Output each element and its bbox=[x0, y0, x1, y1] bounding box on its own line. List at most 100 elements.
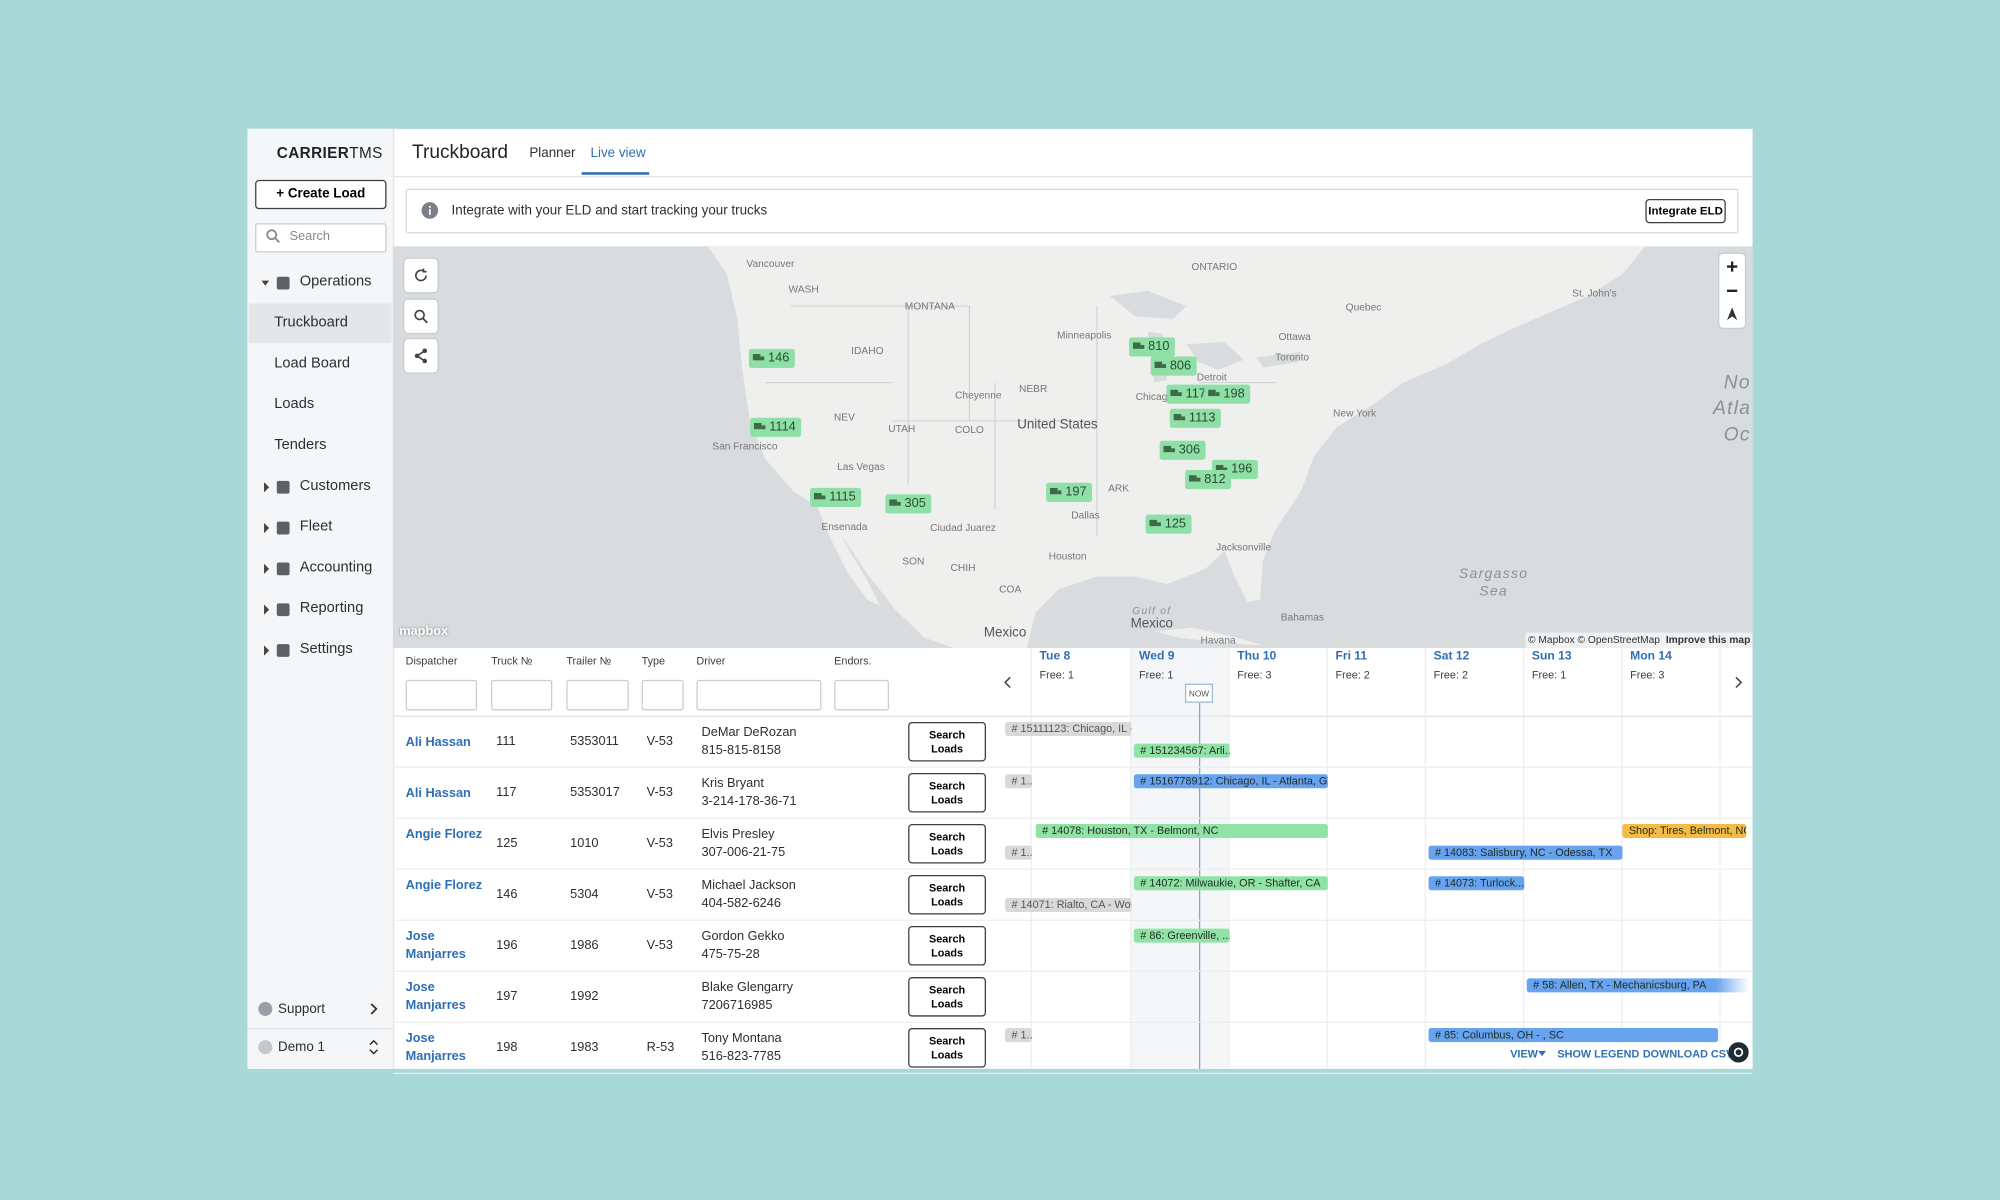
truck-icon bbox=[1188, 475, 1201, 482]
search-loads-button[interactable]: Search Loads bbox=[908, 823, 986, 864]
dispatcher-link[interactable]: Jose Manjarres bbox=[405, 929, 466, 962]
map-button[interactable] bbox=[404, 339, 438, 373]
icon bbox=[813, 492, 822, 500]
truck-number: 111 bbox=[496, 734, 516, 749]
map-button[interactable] bbox=[404, 299, 438, 333]
map-attribution-bg bbox=[1525, 632, 1753, 648]
dispatcher-link[interactable]: Angie Florez bbox=[405, 878, 483, 893]
trailer-number: 1986 bbox=[570, 938, 599, 953]
view-menu[interactable]: VIEW bbox=[1510, 1047, 1538, 1060]
truck-marker[interactable]: 125 bbox=[1145, 514, 1192, 534]
nav-subitem[interactable]: Tenders bbox=[274, 437, 327, 453]
truck-marker[interactable]: 812 bbox=[1185, 470, 1231, 490]
truck-marker[interactable]: 198 bbox=[1204, 384, 1250, 404]
truck-marker[interactable]: 117 bbox=[1166, 384, 1212, 404]
icon bbox=[752, 353, 761, 361]
search-loads-button[interactable]: Search Loads bbox=[908, 874, 986, 915]
filter-input[interactable] bbox=[405, 679, 478, 711]
driver-phone: 7206716985 bbox=[701, 998, 773, 1013]
filter-input[interactable] bbox=[834, 679, 890, 711]
search-loads-button[interactable]: Search Loads bbox=[908, 977, 986, 1017]
improve-map-link[interactable]: Improve this map bbox=[1665, 633, 1751, 646]
account-switcher[interactable]: Demo 1 bbox=[278, 1039, 325, 1055]
now-badge: NOW bbox=[1184, 683, 1214, 703]
load-bar[interactable]: # 1... bbox=[1005, 774, 1032, 789]
icon bbox=[1181, 416, 1186, 421]
load-bar[interactable]: # 1... bbox=[1005, 845, 1032, 860]
icon bbox=[1154, 361, 1163, 368]
integrate-eld-button[interactable]: Integrate ELD bbox=[1645, 198, 1726, 224]
dispatcher-link[interactable]: Ali Hassan bbox=[405, 786, 471, 802]
download-csv-button[interactable]: DOWNLOAD CSV bbox=[1642, 1047, 1734, 1060]
tab[interactable]: Planner bbox=[529, 145, 576, 161]
truck-marker[interactable]: 1115 bbox=[810, 487, 861, 508]
filter-input[interactable] bbox=[696, 679, 822, 711]
search-input[interactable] bbox=[255, 223, 387, 253]
icon bbox=[276, 276, 290, 290]
icon bbox=[258, 1001, 273, 1016]
icon bbox=[422, 358, 428, 364]
search-loads-button[interactable]: Search Loads bbox=[908, 721, 986, 762]
nav-subitem[interactable]: Loads bbox=[274, 396, 315, 412]
updown bbox=[369, 1039, 379, 1055]
tab-active[interactable]: Live view bbox=[590, 145, 646, 161]
icon bbox=[1215, 392, 1220, 397]
driver-name: Elvis Presley bbox=[701, 827, 775, 842]
truck-marker[interactable]: 1113 bbox=[1169, 408, 1221, 428]
load-bar[interactable]: # 14071: Rialto, CA - Woo... bbox=[1005, 897, 1132, 912]
truck-marker[interactable]: 197 bbox=[1046, 482, 1092, 502]
show-legend-button[interactable]: SHOW LEGEND bbox=[1557, 1047, 1640, 1060]
nav-subitem[interactable]: Load Board bbox=[274, 355, 351, 372]
load-bar[interactable]: # 58: Allen, TX - Mechanicsburg, PA bbox=[1526, 978, 1749, 993]
nav-item[interactable]: Operations bbox=[299, 274, 372, 290]
truck-marker[interactable]: 1114 bbox=[750, 417, 801, 437]
icon bbox=[1163, 445, 1172, 453]
load-bar[interactable]: # 86: Greenville, ... bbox=[1133, 928, 1230, 943]
icon bbox=[1132, 342, 1141, 349]
dispatcher-link[interactable]: Jose Manjarres bbox=[405, 1031, 466, 1064]
load-bar[interactable]: # 15111123: Chicago, IL - ... bbox=[1005, 721, 1132, 736]
truck-marker[interactable]: 146 bbox=[748, 348, 795, 368]
truck-marker[interactable]: 806 bbox=[1150, 356, 1197, 376]
day-free: Free: 1 bbox=[1531, 668, 1567, 682]
nav-item[interactable]: Reporting bbox=[299, 600, 364, 617]
map-label: Sargasso bbox=[1458, 566, 1529, 582]
load-bar[interactable]: # 151234567: Arli... bbox=[1133, 743, 1230, 758]
filter-input[interactable] bbox=[491, 679, 553, 711]
load-bar[interactable]: # 14078: Houston, TX - Belmont, NC bbox=[1035, 823, 1328, 839]
nav-item[interactable]: Accounting bbox=[299, 559, 373, 576]
map-button[interactable] bbox=[404, 258, 438, 293]
nav-item[interactable]: Customers bbox=[299, 478, 371, 494]
filter-input[interactable] bbox=[566, 679, 629, 711]
dispatcher-link[interactable]: Ali Hassan bbox=[405, 735, 471, 750]
nav-item[interactable]: Settings bbox=[299, 641, 353, 657]
driver-phone: 404-582-6246 bbox=[701, 896, 781, 911]
search-loads-button[interactable]: Search Loads bbox=[908, 926, 986, 966]
map-label: United States bbox=[1017, 417, 1098, 433]
nav-item[interactable]: Fleet bbox=[299, 519, 333, 535]
search-loads-button[interactable]: Search Loads bbox=[908, 1028, 986, 1068]
truck-icon bbox=[753, 422, 766, 430]
truck-marker[interactable]: 810 bbox=[1129, 337, 1175, 357]
filter-input[interactable] bbox=[641, 679, 684, 711]
banner-text: Integrate with your ELD and start tracki… bbox=[451, 202, 768, 219]
nav-icon bbox=[264, 480, 290, 494]
load-bar[interactable]: Shop: Tires, Belmont, NC bbox=[1622, 823, 1747, 839]
load-bar[interactable]: # 85: Columbus, OH - , SC bbox=[1428, 1028, 1719, 1043]
create-load-button[interactable]: + Create Load bbox=[255, 179, 387, 210]
dispatcher-link[interactable]: Jose Manjarres bbox=[405, 980, 466, 1013]
lake bbox=[1109, 290, 1187, 319]
load-bar[interactable]: # 1516778912: Chicago, IL - Atlanta, GA bbox=[1133, 774, 1328, 789]
search-loads-button[interactable]: Search Loads bbox=[908, 772, 986, 813]
truck-marker[interactable]: 305 bbox=[885, 494, 931, 514]
support-link[interactable]: Support bbox=[278, 1001, 325, 1017]
load-bar[interactable]: # 14083: Salisbury, NC - Odessa, TX bbox=[1428, 845, 1623, 860]
column-header: Dispatcher bbox=[405, 654, 458, 668]
nav-subitem[interactable]: Truckboard bbox=[274, 315, 348, 331]
truck-marker[interactable]: 306 bbox=[1159, 440, 1206, 460]
dispatcher-link[interactable]: Angie Florez bbox=[405, 827, 483, 842]
load-bar[interactable]: # 14073: Turlock... bbox=[1428, 876, 1525, 891]
load-bar[interactable]: # 14072: Milwaukie, OR - Shafter, CA bbox=[1133, 876, 1328, 891]
day-free: Free: 1 bbox=[1039, 668, 1074, 682]
load-bar[interactable]: # 1... bbox=[1005, 1028, 1032, 1043]
